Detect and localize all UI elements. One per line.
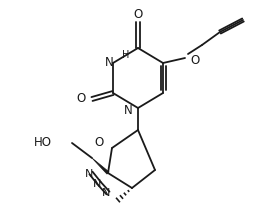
Text: N: N: [124, 104, 133, 117]
Text: O: O: [95, 136, 104, 150]
Polygon shape: [92, 158, 109, 174]
Text: N: N: [102, 188, 110, 198]
Text: H: H: [122, 50, 129, 60]
Text: O: O: [133, 8, 143, 21]
Text: N: N: [85, 169, 93, 179]
Text: N: N: [105, 55, 114, 68]
Text: N: N: [93, 179, 101, 189]
Text: HO: HO: [34, 136, 52, 150]
Text: O: O: [190, 54, 199, 67]
Text: O: O: [77, 92, 86, 105]
